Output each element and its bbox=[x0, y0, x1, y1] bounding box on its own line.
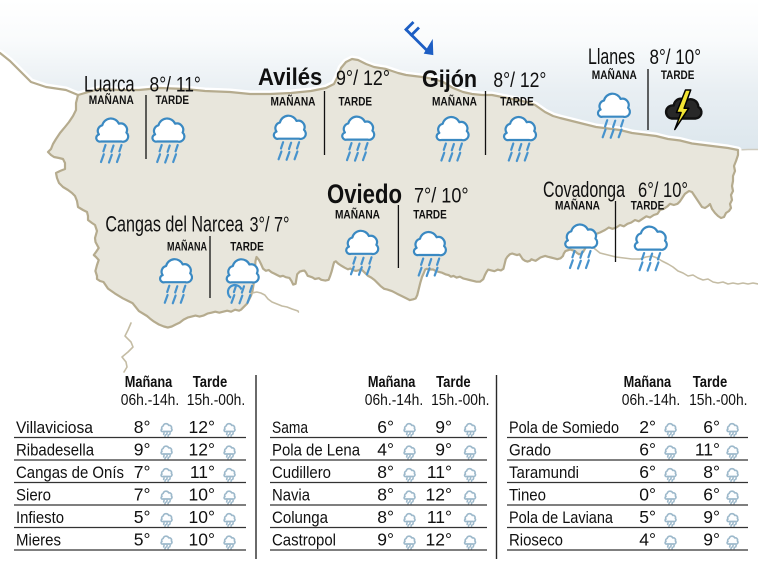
svg-text:9°: 9° bbox=[435, 440, 452, 460]
svg-text:8°: 8° bbox=[134, 417, 151, 437]
svg-text:10°: 10° bbox=[189, 530, 215, 550]
svg-text:Infiesto: Infiesto bbox=[16, 508, 64, 527]
svg-text:11°: 11° bbox=[695, 440, 720, 460]
svg-text:9°: 9° bbox=[703, 507, 720, 527]
svg-text:Cangas de Onís: Cangas de Onís bbox=[16, 463, 124, 482]
svg-text:10°: 10° bbox=[189, 485, 215, 505]
svg-text:6°: 6° bbox=[639, 440, 656, 460]
svg-text:8°/ 12°: 8°/ 12° bbox=[493, 68, 546, 92]
svg-text:8°: 8° bbox=[377, 507, 394, 527]
svg-text:Mieres: Mieres bbox=[16, 531, 61, 550]
svg-text:Pola de Lena: Pola de Lena bbox=[272, 441, 360, 460]
svg-text:Cangas del Narcea: Cangas del Narcea bbox=[105, 212, 244, 237]
svg-text:TARDE: TARDE bbox=[631, 201, 665, 213]
svg-text:9°: 9° bbox=[377, 530, 394, 550]
svg-text:12°: 12° bbox=[426, 530, 452, 550]
svg-text:6°: 6° bbox=[703, 485, 720, 505]
svg-text:10°: 10° bbox=[189, 507, 215, 527]
svg-text:TARDE: TARDE bbox=[500, 97, 534, 109]
svg-text:Ribadesella: Ribadesella bbox=[16, 441, 94, 460]
svg-text:06h.-14h.: 06h.-14h. bbox=[365, 392, 423, 409]
svg-text:6°: 6° bbox=[703, 417, 720, 437]
svg-text:TARDE: TARDE bbox=[230, 242, 264, 254]
svg-text:2°: 2° bbox=[639, 417, 656, 437]
svg-text:MAÑANA: MAÑANA bbox=[555, 200, 600, 213]
svg-text:6°: 6° bbox=[377, 417, 394, 437]
svg-text:Rioseco: Rioseco bbox=[509, 531, 563, 550]
svg-text:12°: 12° bbox=[189, 440, 215, 460]
svg-text:Llanes: Llanes bbox=[588, 44, 635, 69]
svg-text:Oviedo: Oviedo bbox=[327, 179, 402, 209]
svg-text:8°: 8° bbox=[377, 462, 394, 482]
svg-text:7°: 7° bbox=[134, 462, 151, 482]
svg-text:4°: 4° bbox=[377, 440, 394, 460]
svg-text:06h.-14h.: 06h.-14h. bbox=[121, 392, 179, 409]
svg-text:TARDE: TARDE bbox=[339, 97, 373, 109]
svg-text:3°/ 7°: 3°/ 7° bbox=[250, 213, 290, 237]
svg-text:Colunga: Colunga bbox=[272, 508, 328, 527]
svg-text:9°/ 12°: 9°/ 12° bbox=[336, 66, 390, 90]
svg-text:Castropol: Castropol bbox=[272, 531, 336, 550]
svg-text:Avilés: Avilés bbox=[258, 64, 322, 91]
svg-text:4°: 4° bbox=[639, 530, 656, 550]
svg-text:MAÑANA: MAÑANA bbox=[592, 69, 637, 82]
svg-text:Mañana: Mañana bbox=[125, 374, 173, 391]
svg-text:6°: 6° bbox=[639, 462, 656, 482]
svg-text:0°: 0° bbox=[639, 485, 656, 505]
svg-text:Pola de Laviana: Pola de Laviana bbox=[509, 508, 613, 527]
svg-text:11°: 11° bbox=[427, 462, 452, 482]
svg-text:Luarca: Luarca bbox=[84, 72, 135, 97]
svg-text:Villaviciosa: Villaviciosa bbox=[16, 418, 93, 437]
svg-text:MAÑANA: MAÑANA bbox=[167, 241, 207, 254]
svg-text:8°: 8° bbox=[703, 462, 720, 482]
svg-text:Tineo: Tineo bbox=[509, 486, 546, 505]
svg-text:Pola de Somiedo: Pola de Somiedo bbox=[509, 418, 619, 437]
svg-text:Gijón: Gijón bbox=[422, 66, 477, 93]
svg-text:MAÑANA: MAÑANA bbox=[89, 94, 134, 107]
svg-text:MAÑANA: MAÑANA bbox=[432, 96, 477, 109]
svg-text:8°: 8° bbox=[377, 485, 394, 505]
svg-text:15h.-00h.: 15h.-00h. bbox=[187, 392, 245, 409]
svg-text:5°: 5° bbox=[639, 507, 656, 527]
svg-text:8°/ 11°: 8°/ 11° bbox=[150, 73, 201, 97]
svg-text:5°: 5° bbox=[134, 530, 151, 550]
svg-text:Sama: Sama bbox=[272, 418, 308, 437]
svg-text:15h.-00h.: 15h.-00h. bbox=[689, 392, 747, 409]
svg-text:12°: 12° bbox=[426, 485, 452, 505]
svg-text:Grado: Grado bbox=[509, 441, 551, 460]
svg-text:MAÑANA: MAÑANA bbox=[335, 209, 380, 222]
svg-text:Siero: Siero bbox=[16, 486, 51, 505]
svg-text:Mañana: Mañana bbox=[624, 374, 672, 391]
svg-text:Mañana: Mañana bbox=[368, 374, 416, 391]
svg-text:7°: 7° bbox=[134, 485, 151, 505]
svg-text:6°/ 10°: 6°/ 10° bbox=[638, 178, 688, 202]
svg-text:Tarde: Tarde bbox=[436, 374, 471, 391]
svg-text:11°: 11° bbox=[190, 462, 215, 482]
svg-text:06h.-14h.: 06h.-14h. bbox=[622, 392, 680, 409]
svg-text:Cudillero: Cudillero bbox=[272, 463, 331, 482]
svg-text:TARDE: TARDE bbox=[156, 95, 190, 107]
svg-text:9°: 9° bbox=[435, 417, 452, 437]
svg-text:Taramundi: Taramundi bbox=[509, 463, 579, 482]
svg-text:TARDE: TARDE bbox=[661, 70, 695, 82]
svg-text:9°: 9° bbox=[703, 530, 720, 550]
svg-text:7°/ 10°: 7°/ 10° bbox=[414, 184, 469, 208]
svg-text:8°/ 10°: 8°/ 10° bbox=[650, 45, 702, 69]
svg-text:5°: 5° bbox=[134, 507, 151, 527]
svg-text:Tarde: Tarde bbox=[193, 374, 228, 391]
svg-text:15h.-00h.: 15h.-00h. bbox=[431, 392, 489, 409]
svg-text:9°: 9° bbox=[134, 440, 151, 460]
svg-text:11°: 11° bbox=[427, 507, 452, 527]
svg-text:Covadonga: Covadonga bbox=[543, 177, 626, 202]
svg-text:TARDE: TARDE bbox=[413, 210, 447, 222]
svg-text:Navia: Navia bbox=[272, 486, 310, 505]
svg-text:MAÑANA: MAÑANA bbox=[271, 96, 316, 109]
svg-text:12°: 12° bbox=[189, 417, 215, 437]
svg-text:Tarde: Tarde bbox=[693, 374, 728, 391]
